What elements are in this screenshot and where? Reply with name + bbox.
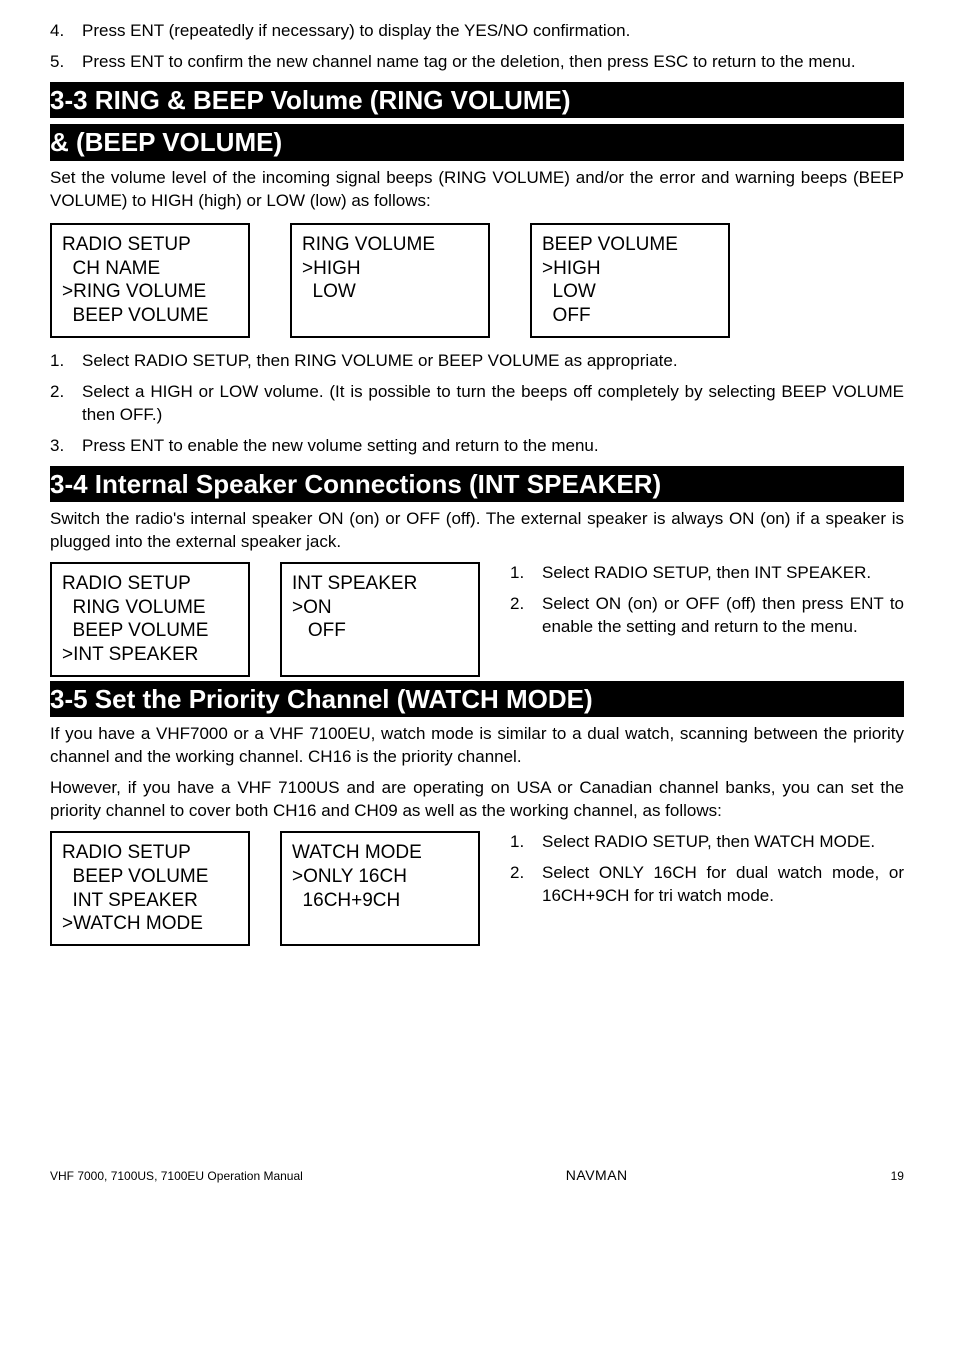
- section-3-5-body: RADIO SETUP BEEP VOLUME INT SPEAKER >WAT…: [50, 831, 904, 946]
- section-3-4-displays: RADIO SETUP RING VOLUME BEEP VOLUME >INT…: [50, 562, 480, 677]
- list-text: Press ENT to confirm the new channel nam…: [82, 51, 904, 74]
- list-number: 2.: [510, 862, 542, 908]
- list-item: 1. Select RADIO SETUP, then RING VOLUME …: [50, 350, 904, 373]
- list-text: Select RADIO SETUP, then WATCH MODE.: [542, 831, 904, 854]
- list-text: Press ENT to enable the new volume setti…: [82, 435, 904, 458]
- list-number: 1.: [510, 831, 542, 854]
- list-number: 4.: [50, 20, 82, 43]
- footer-center: NAVMAN: [566, 1166, 628, 1185]
- list-text: Press ENT (repeatedly if necessary) to d…: [82, 20, 904, 43]
- section-3-4-body: RADIO SETUP RING VOLUME BEEP VOLUME >INT…: [50, 562, 904, 677]
- list-item: 1. Select RADIO SETUP, then WATCH MODE.: [510, 831, 904, 854]
- list-text: Select a HIGH or LOW volume. (It is poss…: [82, 381, 904, 427]
- list-item: 4. Press ENT (repeatedly if necessary) t…: [50, 20, 904, 43]
- display-watch-mode: WATCH MODE >ONLY 16CH 16CH+9CH: [280, 831, 480, 946]
- section-3-5-displays: RADIO SETUP BEEP VOLUME INT SPEAKER >WAT…: [50, 831, 480, 946]
- section-3-3-header-a: 3-3 RING & BEEP Volume (RING VOLUME): [50, 82, 904, 119]
- list-item: 2. Select ONLY 16CH for dual watch mode,…: [510, 862, 904, 908]
- list-item: 1. Select RADIO SETUP, then INT SPEAKER.: [510, 562, 904, 585]
- list-text: Select ONLY 16CH for dual watch mode, or…: [542, 862, 904, 908]
- list-text: Select ON (on) or OFF (off) then press E…: [542, 593, 904, 639]
- list-item: 3. Press ENT to enable the new volume se…: [50, 435, 904, 458]
- list-number: 3.: [50, 435, 82, 458]
- list-number: 1.: [50, 350, 82, 373]
- display-int-speaker: INT SPEAKER >ON OFF: [280, 562, 480, 677]
- list-item: 2. Select a HIGH or LOW volume. (It is p…: [50, 381, 904, 427]
- section-3-5-steps: 1. Select RADIO SETUP, then WATCH MODE. …: [510, 831, 904, 908]
- display-radio-setup-intspeaker: RADIO SETUP RING VOLUME BEEP VOLUME >INT…: [50, 562, 250, 677]
- list-number: 5.: [50, 51, 82, 74]
- section-3-3-displays: RADIO SETUP CH NAME >RING VOLUME BEEP VO…: [50, 223, 904, 338]
- top-ordered-list: 4. Press ENT (repeatedly if necessary) t…: [50, 20, 904, 74]
- section-3-4-header: 3-4 Internal Speaker Connections (INT SP…: [50, 466, 904, 503]
- display-radio-setup-watchmode: RADIO SETUP BEEP VOLUME INT SPEAKER >WAT…: [50, 831, 250, 946]
- list-item: 5. Press ENT to confirm the new channel …: [50, 51, 904, 74]
- section-3-4-steps: 1. Select RADIO SETUP, then INT SPEAKER.…: [510, 562, 904, 639]
- section-3-3-intro: Set the volume level of the incoming sig…: [50, 167, 904, 213]
- section-3-5-header: 3-5 Set the Priority Channel (WATCH MODE…: [50, 681, 904, 718]
- footer-left: VHF 7000, 7100US, 7100EU Operation Manua…: [50, 1168, 303, 1184]
- page-footer: VHF 7000, 7100US, 7100EU Operation Manua…: [50, 1166, 904, 1185]
- list-number: 1.: [510, 562, 542, 585]
- section-3-3-steps: 1. Select RADIO SETUP, then RING VOLUME …: [50, 350, 904, 458]
- footer-page-number: 19: [891, 1168, 904, 1184]
- list-number: 2.: [510, 593, 542, 639]
- display-beep-volume: BEEP VOLUME >HIGH LOW OFF: [530, 223, 730, 338]
- list-text: Select RADIO SETUP, then RING VOLUME or …: [82, 350, 904, 373]
- section-3-3-header-b: & (BEEP VOLUME): [50, 124, 904, 161]
- list-number: 2.: [50, 381, 82, 427]
- display-ring-volume: RING VOLUME >HIGH LOW: [290, 223, 490, 338]
- display-radio-setup-ring: RADIO SETUP CH NAME >RING VOLUME BEEP VO…: [50, 223, 250, 338]
- section-3-5-intro-2: However, if you have a VHF 7100US and ar…: [50, 777, 904, 823]
- section-3-4-intro: Switch the radio's internal speaker ON (…: [50, 508, 904, 554]
- list-item: 2. Select ON (on) or OFF (off) then pres…: [510, 593, 904, 639]
- list-text: Select RADIO SETUP, then INT SPEAKER.: [542, 562, 904, 585]
- section-3-5-intro-1: If you have a VHF7000 or a VHF 7100EU, w…: [50, 723, 904, 769]
